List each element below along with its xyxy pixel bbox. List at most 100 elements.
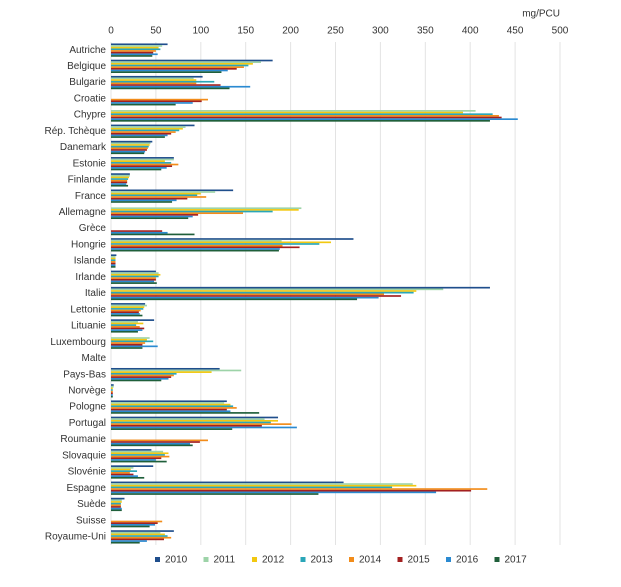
- bar: [111, 311, 139, 314]
- bar: [111, 441, 200, 443]
- bar: [111, 102, 193, 104]
- bar: [111, 303, 146, 305]
- bar: [111, 87, 230, 90]
- bar: [111, 340, 154, 343]
- bar: [111, 345, 158, 348]
- bar: [111, 71, 222, 73]
- bar: [111, 468, 131, 471]
- bar: [111, 210, 273, 213]
- bar: [111, 286, 490, 289]
- bar: [111, 337, 150, 339]
- bar: [111, 157, 174, 159]
- bar: [111, 466, 134, 469]
- bar: [111, 197, 188, 200]
- bar: [111, 330, 138, 333]
- y-tick-label: Espagne: [67, 483, 107, 494]
- bar: [111, 394, 113, 396]
- bar: [111, 459, 156, 461]
- bar: [111, 174, 130, 177]
- bar: [111, 136, 165, 138]
- y-tick-label: Malte: [82, 353, 107, 364]
- bar: [111, 481, 344, 484]
- bar: [111, 523, 156, 526]
- bar: [111, 395, 113, 398]
- bar: [111, 150, 146, 153]
- bar: [111, 115, 499, 117]
- bar: [111, 244, 283, 247]
- bar: [111, 536, 172, 539]
- bar: [111, 272, 159, 274]
- bar: [111, 531, 161, 534]
- bar: [111, 509, 122, 512]
- bar: [111, 149, 147, 151]
- y-tick-label: Irlande: [75, 272, 106, 283]
- bar: [111, 418, 265, 420]
- y-tick-label: Hongrie: [71, 239, 106, 250]
- bar: [111, 507, 122, 510]
- bar: [111, 261, 116, 263]
- bar: [111, 290, 417, 292]
- y-tick-label: Norvège: [68, 385, 106, 396]
- bar: [111, 313, 140, 315]
- bar: [111, 66, 244, 69]
- bar: [111, 126, 186, 128]
- bar: [111, 80, 215, 83]
- bar: [111, 61, 261, 64]
- x-tick-label: 200: [282, 26, 299, 37]
- bar: [111, 113, 493, 116]
- bar: [111, 402, 225, 404]
- bar: [111, 215, 193, 218]
- legend-label: 2010: [165, 555, 188, 566]
- x-tick-label: 300: [372, 26, 389, 37]
- bar: [111, 243, 320, 245]
- bar: [111, 489, 472, 492]
- bar: [111, 134, 168, 137]
- bar: [111, 140, 153, 143]
- bar: [111, 59, 273, 62]
- bar: [111, 493, 319, 495]
- y-tick-label: Suisse: [76, 515, 106, 526]
- bar: [111, 522, 158, 524]
- bar: [111, 142, 151, 145]
- bar: [111, 64, 249, 67]
- bar: [111, 214, 199, 216]
- x-tick-label: 500: [552, 26, 569, 37]
- legend-label: 2013: [311, 555, 334, 566]
- legend-label: 2016: [456, 555, 479, 566]
- y-tick-label: Allemagne: [59, 207, 107, 218]
- bar: [111, 400, 227, 403]
- bar: [111, 412, 260, 414]
- bar: [111, 124, 195, 127]
- bar: [111, 120, 490, 122]
- bar: [111, 256, 116, 258]
- bar: [111, 209, 299, 211]
- bar: [111, 450, 164, 453]
- bar: [111, 132, 172, 135]
- y-tick-label: Lettonie: [70, 304, 106, 315]
- y-tick-label: Luxembourg: [50, 337, 106, 348]
- bar: [111, 273, 161, 276]
- bar: [111, 372, 177, 375]
- y-tick-label: Autriche: [69, 45, 106, 56]
- bar: [111, 403, 231, 406]
- bar: [111, 293, 384, 296]
- bar: [111, 254, 117, 257]
- x-tick-label: 50: [150, 26, 162, 37]
- bar: [111, 98, 208, 101]
- bar: [111, 50, 156, 52]
- bar: [111, 540, 147, 542]
- bar: [111, 262, 116, 265]
- bar: [111, 238, 354, 240]
- bar: [111, 152, 145, 155]
- bar: [111, 178, 129, 180]
- bar: [111, 376, 172, 378]
- bar: [111, 367, 220, 370]
- bar: [111, 309, 141, 312]
- y-tick-label: Grèce: [79, 223, 107, 234]
- bar: [111, 377, 169, 380]
- bar: [111, 278, 156, 281]
- bar: [111, 504, 121, 507]
- bar: [111, 424, 262, 427]
- bar: [111, 426, 297, 429]
- bar: [111, 314, 143, 317]
